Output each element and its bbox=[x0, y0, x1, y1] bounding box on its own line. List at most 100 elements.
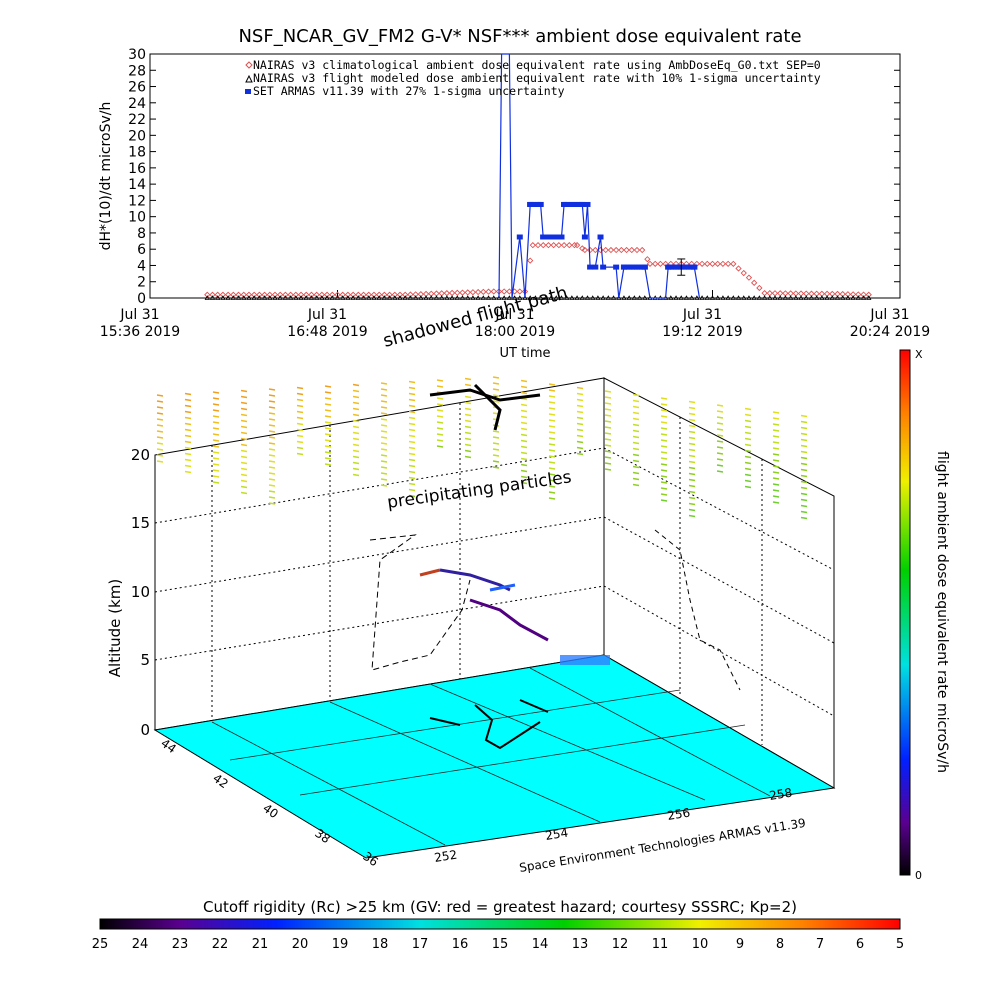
x-tick-label-date: Jul 31 bbox=[307, 307, 347, 323]
particle-mark bbox=[184, 410, 192, 414]
particle-mark bbox=[464, 401, 472, 405]
particle-mark bbox=[800, 510, 808, 514]
particle-mark bbox=[660, 415, 668, 418]
particle-mark bbox=[408, 392, 416, 396]
data-marker-nairas-clim bbox=[628, 246, 635, 254]
particle-mark bbox=[772, 471, 780, 474]
particle-mark bbox=[604, 390, 612, 393]
right-colorbar-bottom-label: 0 bbox=[915, 869, 922, 882]
data-marker-nairas-clim bbox=[592, 246, 599, 254]
particle-mark bbox=[240, 395, 248, 399]
particle-mark bbox=[576, 422, 584, 426]
data-marker-nairas-clim bbox=[501, 288, 508, 295]
data-marker-nairas-clim bbox=[657, 260, 664, 267]
data-marker-nairas-clim bbox=[633, 246, 641, 254]
particle-mark bbox=[520, 445, 528, 449]
particle-mark bbox=[660, 457, 668, 460]
particle-mark bbox=[324, 463, 332, 466]
x-tick-label-time: 19:12 2019 bbox=[662, 324, 742, 340]
data-marker-nairas-flight bbox=[480, 295, 487, 300]
ground-map bbox=[153, 654, 836, 859]
particle-mark bbox=[520, 481, 528, 485]
data-marker-nairas-flight bbox=[621, 295, 627, 300]
particle-mark bbox=[324, 427, 332, 430]
particle-mark bbox=[800, 444, 808, 448]
particle-mark bbox=[632, 399, 640, 403]
particle-mark bbox=[156, 460, 164, 463]
particle-mark bbox=[268, 496, 276, 499]
bottom-colorbar-title: Cutoff rigidity (Rc) >25 km (GV: red = g… bbox=[203, 898, 797, 916]
data-marker-nairas-flight bbox=[767, 295, 773, 300]
data-marker-nairas-flight bbox=[772, 295, 778, 300]
particle-mark bbox=[772, 495, 780, 498]
data-marker-nairas-clim bbox=[560, 241, 568, 249]
particle-mark bbox=[352, 395, 360, 399]
bottom-colorbar: Cutoff rigidity (Rc) >25 km (GV: red = g… bbox=[92, 898, 904, 952]
data-marker-nairas-flight bbox=[220, 295, 226, 300]
particle-mark bbox=[548, 479, 556, 482]
particle-mark bbox=[604, 414, 612, 417]
particle-mark bbox=[296, 440, 304, 444]
particle-mark bbox=[268, 406, 276, 409]
particle-mark bbox=[632, 393, 640, 397]
data-marker-nairas-flight bbox=[209, 295, 216, 300]
particle-mark bbox=[772, 417, 780, 420]
data-marker-armas bbox=[600, 264, 607, 270]
particle-mark bbox=[632, 405, 640, 409]
particle-mark bbox=[408, 464, 416, 468]
particle-mark bbox=[772, 423, 780, 426]
particle-mark bbox=[744, 485, 752, 489]
legend-marker-armas bbox=[245, 89, 251, 94]
particle-mark bbox=[604, 438, 612, 441]
particle-mark bbox=[408, 380, 416, 384]
data-marker-nairas-flight bbox=[715, 295, 721, 300]
particle-mark bbox=[212, 439, 220, 442]
particle-mark bbox=[744, 425, 752, 429]
data-marker-nairas-flight bbox=[308, 295, 315, 300]
particle-mark bbox=[800, 438, 808, 442]
particle-mark bbox=[268, 454, 276, 457]
particle-mark bbox=[660, 397, 668, 400]
data-marker-nairas-flight bbox=[730, 295, 737, 300]
particle-mark bbox=[464, 443, 472, 447]
data-marker-armas bbox=[516, 234, 523, 240]
particle-mark bbox=[716, 404, 724, 407]
data-marker-nairas-flight bbox=[782, 295, 789, 300]
particle-mark bbox=[156, 448, 164, 451]
data-marker-nairas-flight bbox=[485, 295, 492, 300]
particle-mark bbox=[436, 379, 444, 382]
data-marker-nairas-flight bbox=[501, 295, 507, 300]
bottom-colorbar-tick-label: 8 bbox=[776, 937, 784, 952]
data-marker-nairas-flight bbox=[517, 295, 523, 300]
particle-mark bbox=[520, 427, 528, 431]
data-marker-nairas-clim bbox=[766, 290, 773, 297]
particle-mark bbox=[268, 502, 276, 505]
particle-mark bbox=[156, 406, 164, 409]
x-tick-label-time: 18:00 2019 bbox=[475, 324, 555, 340]
ground-track-highlight bbox=[560, 655, 610, 665]
data-marker-nairas-clim bbox=[607, 246, 615, 254]
right-colorbar-label: flight ambient dose equivalent rate micr… bbox=[934, 451, 950, 773]
data-marker-nairas-flight bbox=[855, 295, 862, 300]
particle-mark bbox=[296, 386, 304, 390]
data-marker-nairas-flight bbox=[277, 295, 283, 300]
data-marker-nairas-flight bbox=[616, 295, 622, 300]
data-marker-nairas-clim bbox=[761, 289, 768, 297]
data-marker-nairas-flight bbox=[563, 295, 570, 300]
particle-mark bbox=[324, 421, 332, 424]
data-marker-nairas-flight bbox=[569, 295, 575, 300]
particle-mark bbox=[408, 386, 416, 390]
data-marker-nairas-flight bbox=[423, 295, 429, 300]
data-marker-nairas-flight bbox=[506, 295, 513, 300]
particle-mark bbox=[548, 497, 556, 500]
particle-mark bbox=[184, 434, 192, 438]
data-marker-nairas-flight bbox=[860, 295, 867, 300]
particle-mark bbox=[800, 516, 808, 520]
particle-mark bbox=[688, 490, 696, 494]
data-marker-nairas-clim bbox=[771, 290, 779, 297]
bottom-colorbar-tick-label: 10 bbox=[692, 937, 709, 952]
particle-mark bbox=[324, 385, 332, 388]
